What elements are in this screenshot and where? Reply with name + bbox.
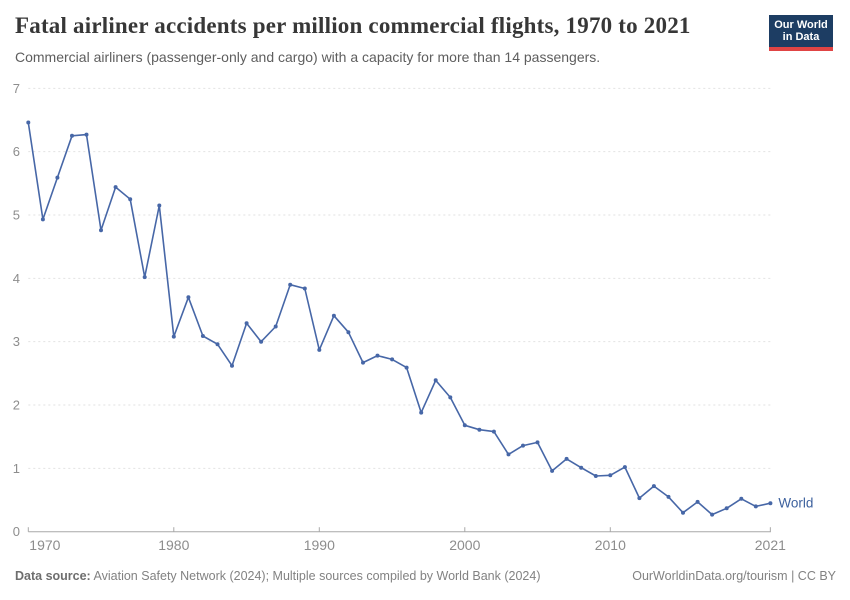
world-line: [27, 121, 772, 516]
world-series-label[interactable]: World: [778, 496, 813, 511]
data-point[interactable]: [215, 342, 220, 347]
data-point[interactable]: [622, 465, 627, 470]
x-axis-label: 2010: [595, 537, 626, 553]
data-point[interactable]: [113, 185, 118, 190]
credit-link[interactable]: OurWorldinData.org/tourism | CC BY: [632, 569, 836, 583]
data-point[interactable]: [40, 217, 45, 222]
y-axis-label: 7: [13, 81, 20, 96]
data-point[interactable]: [666, 494, 671, 499]
data-point[interactable]: [695, 499, 700, 504]
data-point[interactable]: [361, 360, 365, 365]
data-point[interactable]: [404, 365, 409, 370]
data-point[interactable]: [608, 473, 613, 478]
data-point[interactable]: [84, 132, 89, 137]
data-point[interactable]: [564, 456, 569, 461]
data-source-label: Data source:: [15, 569, 91, 583]
data-point[interactable]: [317, 347, 322, 352]
data-source-text: Aviation Safety Network (2024); Multiple…: [90, 569, 541, 583]
data-point[interactable]: [506, 452, 511, 457]
data-point[interactable]: [390, 357, 395, 362]
y-axis-label: 1: [13, 461, 20, 476]
data-point[interactable]: [710, 512, 715, 517]
data-point[interactable]: [433, 378, 438, 383]
data-point[interactable]: [448, 395, 453, 400]
data-point[interactable]: [491, 429, 496, 434]
data-point[interactable]: [128, 197, 133, 202]
data-point[interactable]: [637, 496, 642, 501]
data-point[interactable]: [651, 484, 656, 489]
data-point[interactable]: [171, 334, 176, 339]
y-axis-label: 3: [13, 334, 20, 349]
data-point[interactable]: [724, 506, 729, 511]
y-axis-label: 6: [13, 144, 20, 159]
x-axis-label: 1980: [158, 537, 189, 553]
x-axis-label: 2000: [449, 537, 480, 553]
data-point[interactable]: [244, 321, 249, 326]
data-point[interactable]: [142, 275, 147, 280]
data-point[interactable]: [521, 443, 525, 448]
x-axis-label: 2021: [755, 537, 786, 553]
data-point[interactable]: [593, 474, 598, 478]
data-point[interactable]: [477, 427, 482, 432]
data-point[interactable]: [157, 203, 162, 208]
chart-subtitle: Commercial airliners (passenger-only and…: [15, 49, 601, 65]
y-axis-label: 0: [13, 524, 20, 539]
y-axis-label: 5: [13, 208, 20, 223]
data-point[interactable]: [230, 363, 234, 368]
owid-logo[interactable]: Our World in Data: [769, 15, 833, 51]
data-point[interactable]: [375, 353, 380, 358]
data-point[interactable]: [259, 339, 264, 344]
data-point[interactable]: [26, 120, 31, 125]
owid-logo-line2: in Data: [782, 31, 820, 43]
data-point[interactable]: [273, 324, 278, 329]
data-point[interactable]: [535, 440, 540, 445]
y-axis-label: 2: [13, 398, 20, 413]
data-point[interactable]: [200, 334, 205, 338]
data-point[interactable]: [288, 282, 293, 287]
data-point[interactable]: [579, 465, 584, 470]
data-point[interactable]: [186, 295, 191, 300]
data-point[interactable]: [331, 313, 336, 318]
data-point[interactable]: [419, 410, 424, 415]
owid-logo-line1: Our World: [774, 19, 828, 31]
line-chart: 0 1 2 3 4 5 6 7 1970 1980 1990 2000 2010 2021 World: [13, 81, 814, 553]
data-point[interactable]: [302, 286, 307, 291]
x-axis-label: 1990: [304, 537, 335, 553]
data-point[interactable]: [681, 510, 685, 515]
chart-footer: Data source: Aviation Safety Network (20…: [15, 569, 836, 583]
data-point[interactable]: [768, 501, 773, 506]
data-source: Data source: Aviation Safety Network (20…: [15, 569, 540, 583]
data-point[interactable]: [462, 423, 467, 428]
data-point[interactable]: [99, 228, 103, 233]
data-point[interactable]: [753, 504, 758, 509]
data-point[interactable]: [739, 496, 744, 501]
data-point[interactable]: [550, 468, 555, 473]
x-axis-label: 1970: [29, 537, 60, 553]
chart-title: Fatal airliner accidents per million com…: [15, 13, 691, 38]
data-point[interactable]: [346, 330, 351, 335]
data-point[interactable]: [70, 133, 74, 138]
data-point[interactable]: [55, 175, 60, 180]
y-axis-label: 4: [13, 271, 20, 286]
